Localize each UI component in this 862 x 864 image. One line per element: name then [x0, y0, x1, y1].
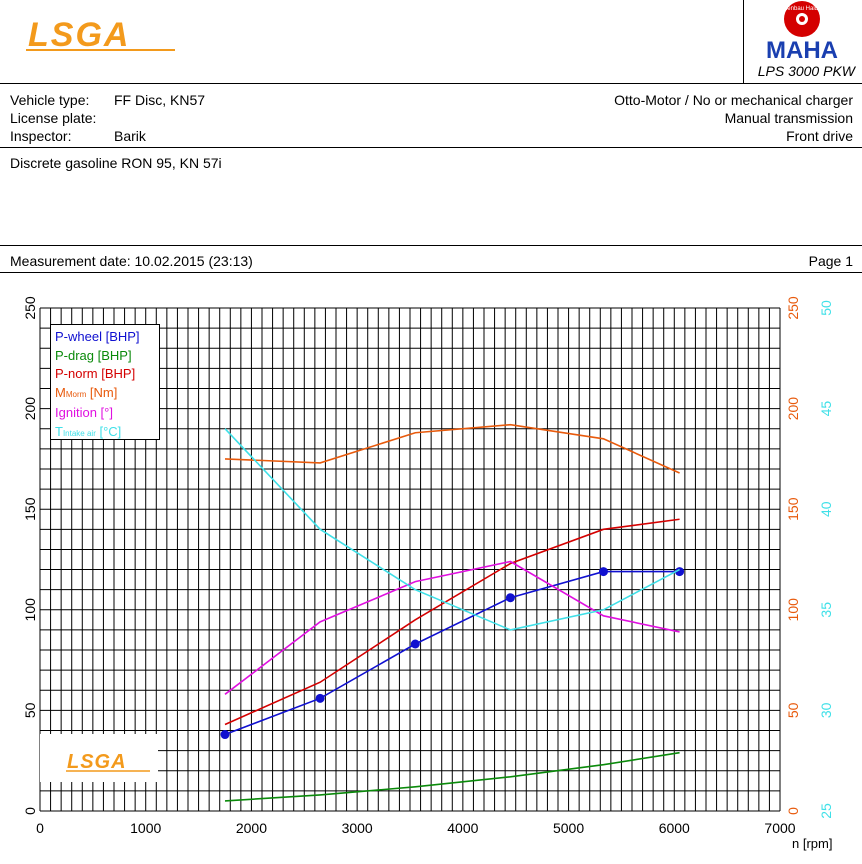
- x-tick-label: 3000: [342, 820, 373, 836]
- chart-legend: P-wheel [BHP] P-drag [BHP] P-norm [BHP] …: [50, 324, 160, 440]
- right-temp-tick-label: 40: [818, 501, 834, 517]
- vehicle-type-label: Vehicle type:: [10, 92, 90, 108]
- maha-text: MAHA: [766, 37, 838, 62]
- vehicle-type-value: FF Disc, KN57: [114, 92, 206, 108]
- x-tick-label: 2000: [236, 820, 267, 836]
- data-point: [505, 593, 515, 603]
- right-nm-tick-label: 0: [785, 807, 801, 815]
- right-nm-tick-label: 250: [785, 296, 801, 320]
- inspector-label: Inspector:: [10, 128, 72, 144]
- x-tick-label: 1000: [130, 820, 161, 836]
- left-y-tick-label: 0: [22, 807, 38, 815]
- right-temp-tick-label: 30: [818, 702, 834, 718]
- x-tick-label: 0: [36, 820, 44, 836]
- x-tick-label: 6000: [659, 820, 690, 836]
- legend-ignition: Ignition [°]: [55, 405, 113, 420]
- data-point: [598, 567, 608, 577]
- legend-t-intake: TIntake air [°C]: [55, 423, 122, 439]
- series-line-p-norm-bhp-: [224, 518, 680, 726]
- x-axis-label: n [rpm]: [792, 836, 833, 851]
- model-label: LPS 3000 PKW: [757, 63, 855, 79]
- left-y-tick-label: 100: [22, 598, 38, 622]
- right-nm-tick-label: 100: [785, 598, 801, 622]
- right-temp-tick-label: 25: [818, 803, 834, 819]
- data-point: [410, 639, 420, 649]
- legend-m-norm: MMorm [Nm]: [55, 384, 118, 400]
- left-y-tick-label: 250: [22, 296, 38, 320]
- fuel-description: Discrete gasoline RON 95, KN 57i: [10, 155, 222, 171]
- x-tick-label: 5000: [553, 820, 584, 836]
- lsga-watermark-logo: LSGA: [40, 734, 158, 782]
- right-temp-tick-label: 35: [818, 602, 834, 618]
- inspector-value: Barik: [114, 128, 146, 144]
- right-nm-tick-label: 150: [785, 497, 801, 521]
- right-nm-tick-label: 200: [785, 397, 801, 421]
- maha-logo: Maschinenbau Haldenwang MAHA LPS 3000 PK…: [743, 0, 862, 83]
- engine-type: Otto-Motor / No or mechanical charger: [614, 92, 853, 108]
- lsga-logo-text: LSGA: [28, 16, 130, 54]
- series-line-p-drag-bhp-: [224, 751, 680, 802]
- legend-p-norm: P-norm [BHP]: [55, 366, 136, 381]
- page-number: Page 1: [808, 253, 853, 269]
- data-point: [220, 730, 230, 740]
- transmission: Manual transmission: [724, 110, 853, 126]
- drive-type: Front drive: [786, 128, 853, 144]
- series-line-ignition-: [224, 560, 680, 695]
- series-line-p-wheel-bhp-: [224, 570, 680, 736]
- lsga-watermark-text: LSGA: [67, 751, 127, 773]
- right-temp-tick-label: 45: [818, 401, 834, 417]
- lsga-logo: LSGA: [0, 0, 190, 82]
- data-point: [675, 567, 685, 577]
- license-plate-label: License plate:: [10, 110, 97, 126]
- x-tick-label: 4000: [447, 820, 478, 836]
- left-y-tick-label: 200: [22, 397, 38, 421]
- x-tick-label: 7000: [764, 820, 795, 836]
- measurement-date: Measurement date: 10.02.2015 (23:13): [10, 253, 253, 269]
- left-y-tick-label: 50: [22, 702, 38, 718]
- left-y-tick-label: 150: [22, 497, 38, 521]
- data-point: [315, 693, 325, 703]
- maha-ring-text: Maschinenbau Haldenwang: [765, 6, 839, 12]
- legend-p-drag: P-drag [BHP]: [55, 347, 132, 363]
- right-nm-tick-label: 50: [785, 702, 801, 718]
- series-line-t-intake-air-c-: [224, 428, 680, 631]
- right-temp-tick-label: 50: [818, 300, 834, 316]
- legend-p-wheel: P-wheel [BHP]: [55, 329, 140, 344]
- series-line-m-morm-nm-: [224, 423, 680, 474]
